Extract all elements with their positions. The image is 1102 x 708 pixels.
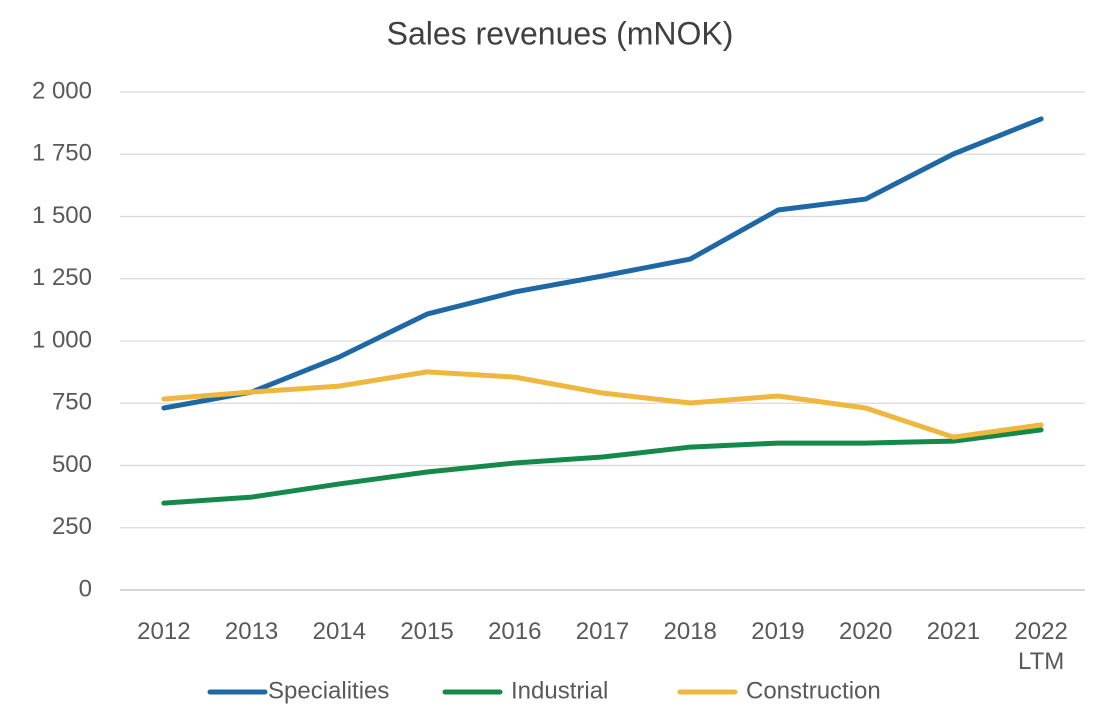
series-line [161, 369, 1044, 440]
x-tick-text: 2013 [224, 618, 279, 645]
y-tick-label: 1 750 [32, 140, 92, 167]
x-tick-text: 2016 [488, 618, 542, 645]
legend-label: Industrial [511, 677, 608, 704]
x-tick-text: 2022 LTM [1014, 618, 1068, 675]
y-tick-label: 1 000 [32, 326, 92, 353]
x-tick-label: 2017 [563, 617, 643, 647]
y-tick-label: 1 250 [32, 264, 92, 291]
x-tick-label: 2020 [826, 617, 906, 647]
series-line [161, 427, 1044, 506]
y-tick-label: 750 [52, 389, 92, 416]
legend-label: Construction [746, 677, 881, 704]
y-tick-label: 1 500 [32, 202, 92, 229]
x-tick-label: 2022 LTM [1001, 617, 1081, 677]
x-tick-text: 2014 [312, 618, 366, 645]
x-tick-label: 2021 [913, 617, 993, 647]
x-tick-text: 2021 [926, 618, 981, 645]
x-tick-label: 2016 [475, 617, 555, 647]
chart-title: Sales revenues (mNOK) [387, 15, 734, 51]
y-tick-label: 2 000 [32, 77, 92, 104]
x-tick-label: 2019 [738, 617, 818, 647]
x-tick-label: 2018 [650, 617, 730, 647]
y-tick-label: 250 [52, 513, 92, 540]
x-tick-text: 2015 [400, 618, 454, 645]
legend-label: Specialities [268, 677, 389, 704]
x-tick-text: 2019 [751, 618, 805, 645]
series-line [161, 116, 1044, 411]
x-tick-text: 2018 [663, 618, 717, 645]
x-tick-label: 2012 [124, 617, 204, 647]
x-tick-text: 2012 [137, 618, 191, 645]
x-tick-text: 2017 [575, 618, 630, 645]
x-tick-label: 2013 [212, 617, 292, 647]
y-tick-label: 0 [79, 575, 92, 602]
x-tick-label: 2015 [387, 617, 467, 647]
x-tick-text: 2020 [838, 618, 893, 645]
y-tick-label: 500 [52, 451, 92, 478]
x-tick-label: 2014 [299, 617, 379, 647]
